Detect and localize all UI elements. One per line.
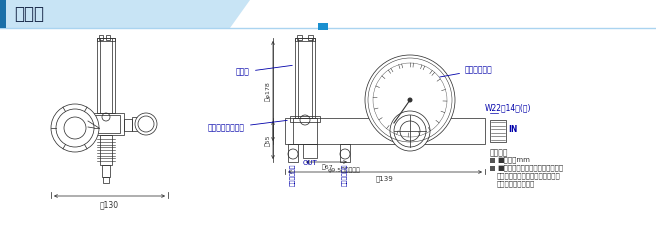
Bar: [290, 116, 320, 122]
Bar: [288, 144, 298, 162]
Bar: [97, 38, 115, 41]
Text: 約φ178: 約φ178: [266, 81, 271, 101]
Bar: [97, 38, 115, 113]
Circle shape: [390, 111, 430, 151]
Bar: [0, 0, 6, 28]
Text: ■単位：mm: ■単位：mm: [497, 157, 530, 163]
Bar: [106, 35, 110, 40]
Bar: [318, 23, 328, 30]
Bar: [92, 115, 120, 133]
Text: 約130: 約130: [100, 200, 119, 209]
Text: 流量計: 流量計: [236, 65, 293, 77]
Bar: [140, 115, 150, 133]
Text: 約55: 約55: [266, 134, 271, 146]
Bar: [293, 118, 317, 144]
Bar: [88, 113, 124, 135]
Bar: [295, 38, 315, 118]
Bar: [490, 120, 506, 142]
Text: ご了承ください。: ご了承ください。: [497, 181, 535, 187]
Bar: [303, 144, 317, 158]
Bar: [132, 117, 140, 131]
Bar: [340, 144, 350, 162]
Text: OUT: OUT: [302, 160, 318, 166]
Bar: [100, 135, 112, 165]
Text: 約67: 約67: [321, 164, 333, 170]
Text: ■各寸法は、改良のため予告なく: ■各寸法は、改良のため予告なく: [497, 165, 563, 171]
Bar: [103, 177, 109, 183]
Text: 高圧側安全弁: 高圧側安全弁: [290, 164, 296, 186]
Text: φ9.5ホース継手: φ9.5ホース継手: [328, 167, 361, 173]
Text: 高圧側圧力計: 高圧側圧力計: [440, 66, 493, 77]
Bar: [490, 166, 495, 171]
Circle shape: [135, 113, 157, 135]
Text: W22－14山(右): W22－14山(右): [485, 103, 531, 113]
Text: 約139: 約139: [376, 175, 394, 182]
Circle shape: [51, 104, 99, 152]
Bar: [297, 35, 302, 40]
Bar: [285, 118, 485, 144]
Text: IN: IN: [508, 125, 518, 133]
Circle shape: [407, 97, 413, 102]
Circle shape: [365, 55, 455, 145]
Bar: [99, 35, 103, 40]
Text: 外観図: 外観図: [14, 5, 44, 23]
Bar: [295, 38, 315, 41]
Bar: [124, 119, 132, 131]
Bar: [102, 165, 110, 177]
Text: 流量調整ハンドル: 流量調整ハンドル: [208, 120, 287, 132]
Bar: [308, 35, 313, 40]
Text: 【備考】: 【備考】: [490, 148, 508, 157]
Bar: [490, 158, 495, 163]
Text: 変更することがありますので、: 変更することがありますので、: [497, 173, 561, 179]
Text: 低圧側安全弁: 低圧側安全弁: [342, 164, 348, 186]
Polygon shape: [0, 0, 250, 28]
